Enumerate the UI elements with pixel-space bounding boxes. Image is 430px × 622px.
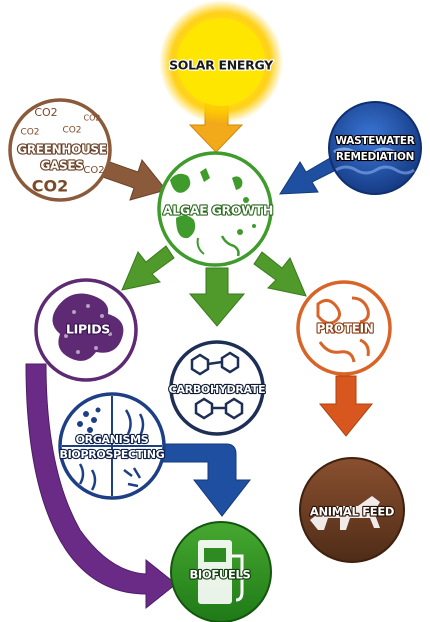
arrow-algae-to-lipids xyxy=(121,245,175,291)
node-organisms-bioprospecting: ORGANISMS BIOPROSPECTING xyxy=(58,392,166,500)
node-lipids: LIPIDS xyxy=(34,278,138,382)
lipids-label: LIPIDS xyxy=(66,322,110,337)
arrow-algae-to-protein xyxy=(253,251,307,297)
organisms-label-line1: ORGANISMS xyxy=(76,433,149,446)
greenhouse-label-line2: GASES xyxy=(40,159,83,173)
protein-label: PROTEIN xyxy=(316,322,373,336)
node-carbohydrate: CARBOHYDRATE xyxy=(168,340,267,436)
co2-text: CO2 xyxy=(20,128,39,138)
biofuels-label: BIOFUELS xyxy=(189,568,250,582)
arrow-greenhouse-to-algae xyxy=(99,158,167,201)
co2-text: CO2 xyxy=(83,165,104,176)
arrow-wastewater-to-algae xyxy=(279,157,337,195)
node-animal-feed: ANIMAL FEED xyxy=(299,457,405,563)
wastewater-label-line1: WASTEWATER xyxy=(336,135,415,147)
co2-text: CO2 xyxy=(62,126,81,136)
organisms-label-line2: BIOPROSPECTING xyxy=(60,448,165,461)
wastewater-label-line2: REMEDIATION xyxy=(336,151,414,163)
node-wastewater-remediation: WASTEWATER REMEDIATION xyxy=(328,101,422,195)
arrow-protein-to-animal-feed xyxy=(318,375,374,437)
arrow-lipids-to-biofuels xyxy=(25,363,177,610)
algae-growth-label: ALGAE GROWTH xyxy=(163,203,273,218)
greenhouse-label-line1: GREENHOUSE xyxy=(17,143,106,157)
node-algae-growth: ALGAE GROWTH xyxy=(157,151,274,267)
co2-text: CO2 xyxy=(34,106,57,119)
carbohydrate-label: CARBOHYDRATE xyxy=(169,383,266,396)
animal-feed-label: ANIMAL FEED xyxy=(310,505,394,519)
co2-text: CO2 xyxy=(32,177,68,196)
node-solar-energy: SOLAR ENERGY xyxy=(159,0,283,124)
arrow-organisms-to-biofuels xyxy=(159,443,252,517)
node-biofuels: BIOFUELS xyxy=(170,521,272,622)
solar-energy-label: SOLAR ENERGY xyxy=(169,58,274,73)
co2-text: CO2 xyxy=(84,114,101,123)
arrow-algae-to-carbohydrate xyxy=(188,267,246,327)
node-greenhouse-gases: CO2 CO2 CO2 CO2 CO2 CO2 GREENHOUSE GASES xyxy=(8,98,112,202)
node-protein: PROTEIN xyxy=(296,280,392,376)
